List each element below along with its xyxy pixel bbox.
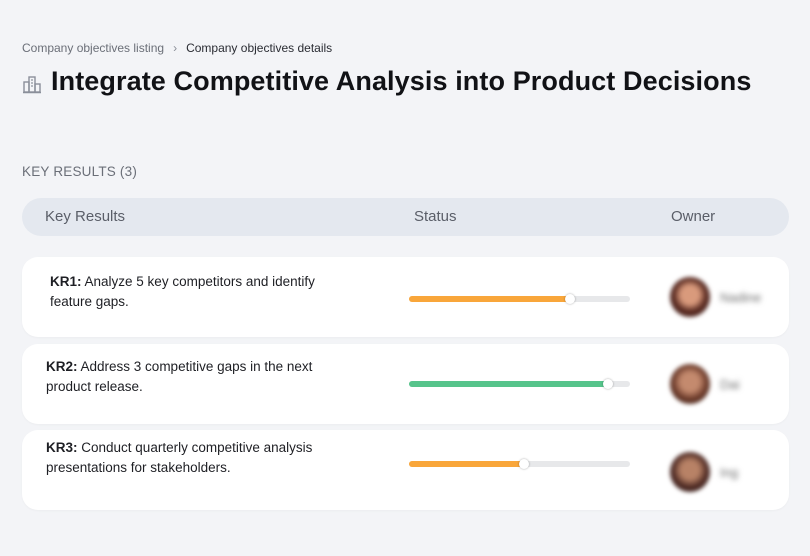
chevron-right-icon: › (173, 41, 178, 55)
column-header-status: Status (414, 208, 457, 225)
key-result-text-line2: feature gaps. (50, 294, 129, 309)
progress-bar[interactable] (409, 459, 630, 469)
progress-fill (409, 461, 524, 467)
breadcrumb-current: Company objectives details (186, 41, 333, 55)
page-title: Integrate Competitive Analysis into Prod… (51, 66, 752, 96)
key-result-text-line2: presentations for stakeholders. (46, 460, 231, 475)
key-result-code: KR2: (46, 359, 78, 374)
progress-handle[interactable] (519, 459, 529, 469)
avatar (670, 277, 710, 317)
progress-bar[interactable] (409, 294, 630, 304)
key-result-row-kr3[interactable]: KR3: Conduct quarterly competitive analy… (22, 430, 789, 510)
key-result-row-kr1[interactable]: KR1: Analyze 5 key competitors and ident… (22, 257, 789, 337)
owner-name: Ing (720, 465, 739, 480)
key-result-text-line1: Address 3 competitive gaps in the next (77, 359, 313, 374)
owner-name: Dai (720, 377, 740, 392)
key-result-code: KR3: (46, 440, 78, 455)
key-result-text-line1: Analyze 5 key competitors and identify (81, 274, 315, 289)
key-result-text-line1: Conduct quarterly competitive analysis (77, 440, 313, 455)
key-result-description: KR2: Address 3 competitive gaps in the n… (46, 357, 346, 397)
building-icon (23, 75, 41, 93)
progress-handle[interactable] (565, 294, 575, 304)
breadcrumb: Company objectives listing › Company obj… (22, 41, 332, 55)
avatar (670, 452, 710, 492)
column-header-key-results: Key Results (45, 208, 126, 225)
breadcrumb-link-objectives-listing[interactable]: Company objectives listing (22, 41, 165, 55)
progress-fill (409, 296, 570, 302)
key-result-text-line2: product release. (46, 379, 143, 394)
key-result-row-kr2[interactable]: KR2: Address 3 competitive gaps in the n… (22, 344, 789, 424)
progress-handle[interactable] (603, 379, 613, 389)
title-row: Integrate Competitive Analysis into Prod… (22, 66, 751, 97)
key-result-code: KR1: (50, 274, 82, 289)
avatar (670, 364, 710, 404)
key-result-description: KR3: Conduct quarterly competitive analy… (46, 438, 346, 478)
progress-fill (409, 381, 608, 387)
key-result-description: KR1: Analyze 5 key competitors and ident… (50, 272, 350, 312)
key-results-count-label: KEY RESULTS (3) (22, 164, 138, 179)
key-results-table-header: Key Results Status Owner (22, 198, 789, 236)
column-header-owner: Owner (671, 208, 716, 225)
owner-name: Nadine (720, 290, 762, 305)
progress-bar[interactable] (409, 379, 630, 389)
